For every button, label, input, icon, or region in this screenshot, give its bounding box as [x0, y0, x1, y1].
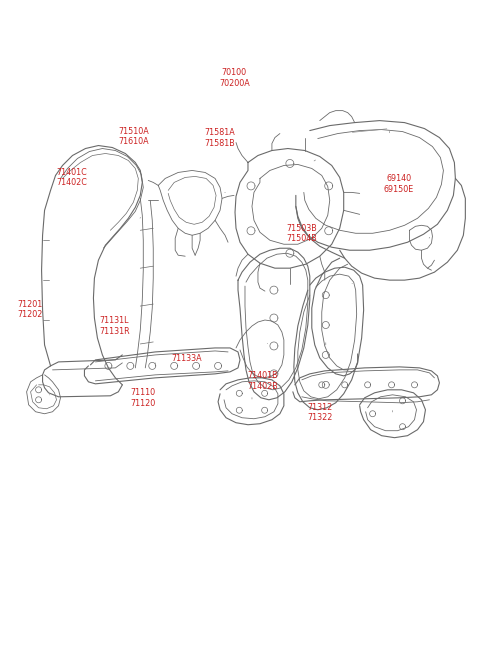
Text: 71133A: 71133A: [171, 354, 202, 364]
Text: 70100
70200A: 70100 70200A: [219, 68, 250, 88]
Text: 71510A
71610A: 71510A 71610A: [119, 127, 149, 147]
Text: 71131L
71131R: 71131L 71131R: [99, 316, 130, 336]
Text: 71401B
71402B: 71401B 71402B: [248, 371, 278, 391]
Text: 71201
71202: 71201 71202: [18, 299, 43, 319]
Text: 71581A
71581B: 71581A 71581B: [204, 128, 235, 148]
Text: 71110
71120: 71110 71120: [131, 388, 156, 407]
Text: 71312
71322: 71312 71322: [308, 403, 333, 422]
Text: 69140
69150E: 69140 69150E: [384, 174, 414, 193]
Text: 71503B
71504B: 71503B 71504B: [286, 224, 317, 243]
Text: 71401C
71402C: 71401C 71402C: [56, 168, 87, 187]
